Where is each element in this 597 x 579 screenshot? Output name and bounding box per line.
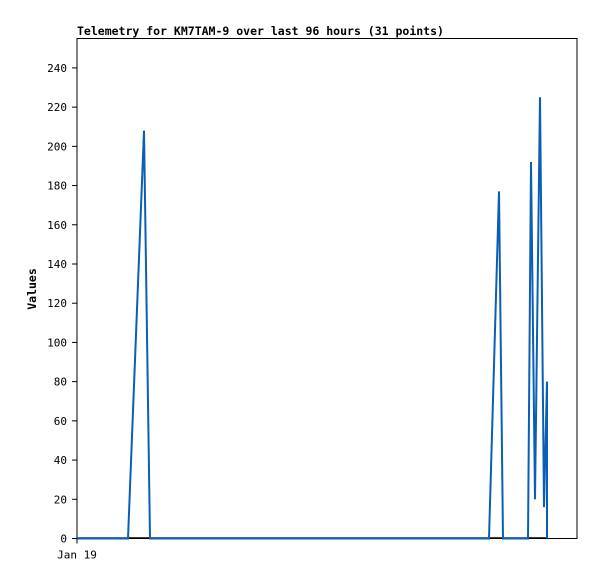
- y-axis: 0 20 40 60 80 100 120 140 160 180 200 220 240: [47, 62, 77, 546]
- y-tick-label: 80: [54, 376, 67, 389]
- y-tick-label: 180: [47, 180, 67, 193]
- x-tick-label: Jan 19: [57, 549, 97, 562]
- y-tick-label: 20: [54, 493, 67, 506]
- y-tick-label: 240: [47, 62, 67, 75]
- y-tick-label: 120: [47, 297, 67, 310]
- series-line-0: [77, 97, 548, 540]
- y-tick-label: 140: [47, 258, 67, 271]
- y-tick-label: 220: [47, 101, 67, 114]
- series-group: [77, 97, 548, 540]
- chart-title: Telemetry for KM7TAM-9 over last 96 hour…: [77, 24, 444, 38]
- y-tick-label: 40: [54, 454, 67, 467]
- y-tick-label: 0: [60, 533, 67, 546]
- y-tick-label: 100: [47, 336, 67, 349]
- y-tick-label: 200: [47, 140, 67, 153]
- y-tick-label: 60: [54, 415, 67, 428]
- y-axis-label: Values: [25, 268, 39, 310]
- y-tick-label: 160: [47, 219, 67, 232]
